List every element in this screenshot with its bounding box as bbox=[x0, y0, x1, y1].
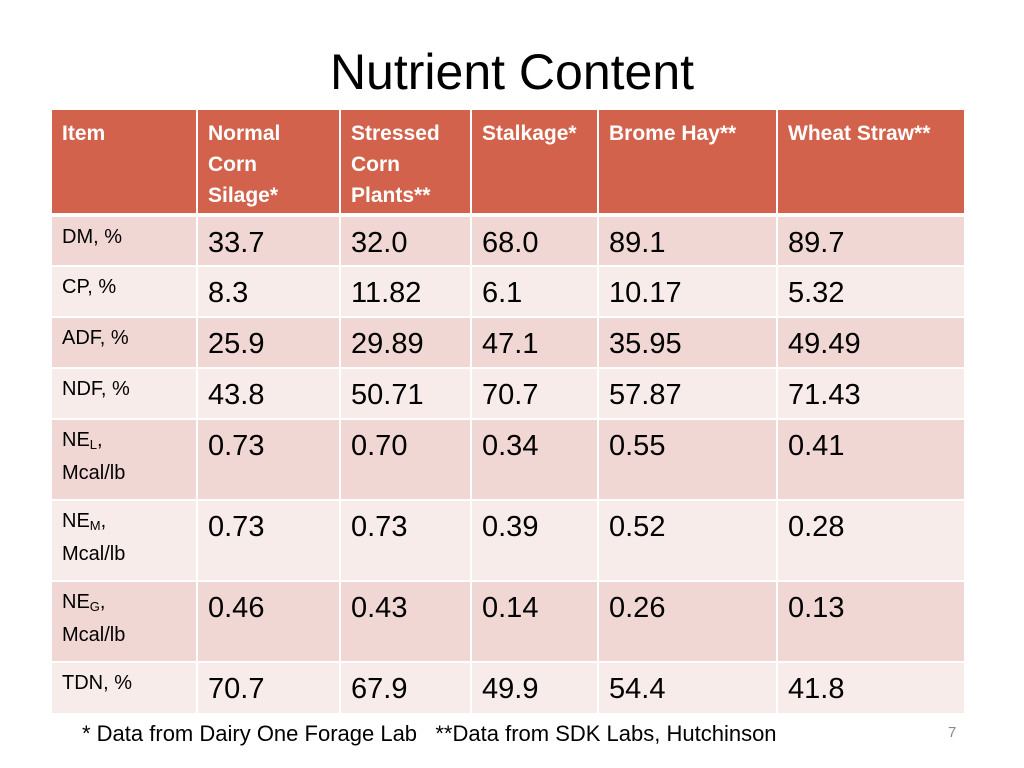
cell-value: 70.7 bbox=[197, 662, 341, 715]
row-label: ADF, % bbox=[52, 317, 198, 369]
cell-value: 0.39 bbox=[471, 500, 599, 582]
row-label: NEL, Mcal/lb bbox=[52, 419, 198, 501]
cell-value: 32.0 bbox=[340, 215, 472, 267]
cell-value: 11.82 bbox=[340, 266, 472, 318]
cell-value: 49.9 bbox=[471, 662, 599, 715]
cell-value: 0.70 bbox=[340, 419, 472, 501]
row-label: NDF, % bbox=[52, 368, 198, 420]
cell-value: 0.14 bbox=[471, 581, 599, 663]
cell-value: 29.89 bbox=[340, 317, 472, 369]
row-label: CP, % bbox=[52, 266, 198, 318]
table-row: NDF, % 43.8 50.71 70.7 57.87 71.43 bbox=[52, 368, 964, 420]
cell-value: 0.55 bbox=[598, 419, 778, 501]
header-wheat-straw: Wheat Straw** bbox=[777, 110, 964, 217]
cell-value: 89.7 bbox=[777, 215, 964, 267]
cell-value: 67.9 bbox=[340, 662, 472, 715]
cell-value: 0.73 bbox=[340, 500, 472, 582]
nutrient-table: Item Normal Corn Silage* Stressed Corn P… bbox=[52, 110, 964, 715]
cell-value: 10.17 bbox=[598, 266, 778, 318]
cell-value: 0.28 bbox=[777, 500, 964, 582]
cell-value: 0.52 bbox=[598, 500, 778, 582]
table-row: ADF, % 25.9 29.89 47.1 35.95 49.49 bbox=[52, 317, 964, 369]
page-title: Nutrient Content bbox=[329, 44, 695, 100]
cell-value: 0.41 bbox=[777, 419, 964, 501]
footnote: * Data from Dairy One Forage Lab **Data … bbox=[82, 721, 777, 746]
cell-value: 0.26 bbox=[598, 581, 778, 663]
cell-value: 0.73 bbox=[197, 419, 341, 501]
header-item: Item bbox=[52, 110, 198, 217]
cell-value: 89.1 bbox=[598, 215, 778, 267]
cell-value: 0.46 bbox=[197, 581, 341, 663]
cell-value: 0.73 bbox=[197, 500, 341, 582]
row-label: TDN, % bbox=[52, 662, 198, 715]
cell-value: 43.8 bbox=[197, 368, 341, 420]
header-brome-hay: Brome Hay** bbox=[598, 110, 778, 217]
cell-value: 50.71 bbox=[340, 368, 472, 420]
table-header-row: Item Normal Corn Silage* Stressed Corn P… bbox=[52, 110, 964, 217]
row-label: NEM, Mcal/lb bbox=[52, 500, 198, 582]
cell-value: 5.32 bbox=[777, 266, 964, 318]
cell-value: 0.13 bbox=[777, 581, 964, 663]
header-normal-corn-silage: Normal Corn Silage* bbox=[197, 110, 341, 217]
row-label: NEG, Mcal/lb bbox=[52, 581, 198, 663]
table-row: NEL, Mcal/lb 0.73 0.70 0.34 0.55 0.41 bbox=[52, 419, 964, 501]
cell-value: 33.7 bbox=[197, 215, 341, 267]
cell-value: 54.4 bbox=[598, 662, 778, 715]
cell-value: 49.49 bbox=[777, 317, 964, 369]
table-row: CP, % 8.3 11.82 6.1 10.17 5.32 bbox=[52, 266, 964, 318]
cell-value: 0.34 bbox=[471, 419, 599, 501]
header-stressed-corn-plants: Stressed Corn Plants** bbox=[340, 110, 472, 217]
cell-value: 25.9 bbox=[197, 317, 341, 369]
table-row: NEM, Mcal/lb 0.73 0.73 0.39 0.52 0.28 bbox=[52, 500, 964, 582]
cell-value: 35.95 bbox=[598, 317, 778, 369]
cell-value: 68.0 bbox=[471, 215, 599, 267]
header-stalkage: Stalkage* bbox=[471, 110, 599, 217]
table-row: NEG, Mcal/lb 0.46 0.43 0.14 0.26 0.13 bbox=[52, 581, 964, 663]
cell-value: 0.43 bbox=[340, 581, 472, 663]
page-number: 7 bbox=[948, 724, 957, 741]
table-row: DM, % 33.7 32.0 68.0 89.1 89.7 bbox=[52, 215, 964, 267]
cell-value: 8.3 bbox=[197, 266, 341, 318]
table-row: TDN, % 70.7 67.9 49.9 54.4 41.8 bbox=[52, 662, 964, 715]
cell-value: 71.43 bbox=[777, 368, 964, 420]
cell-value: 41.8 bbox=[777, 662, 964, 715]
row-label: DM, % bbox=[52, 215, 198, 267]
cell-value: 57.87 bbox=[598, 368, 778, 420]
cell-value: 6.1 bbox=[471, 266, 599, 318]
cell-value: 70.7 bbox=[471, 368, 599, 420]
cell-value: 47.1 bbox=[471, 317, 599, 369]
